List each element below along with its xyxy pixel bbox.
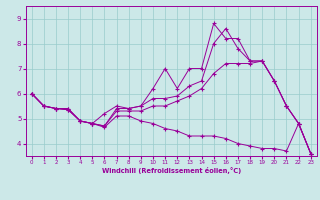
- X-axis label: Windchill (Refroidissement éolien,°C): Windchill (Refroidissement éolien,°C): [101, 167, 241, 174]
